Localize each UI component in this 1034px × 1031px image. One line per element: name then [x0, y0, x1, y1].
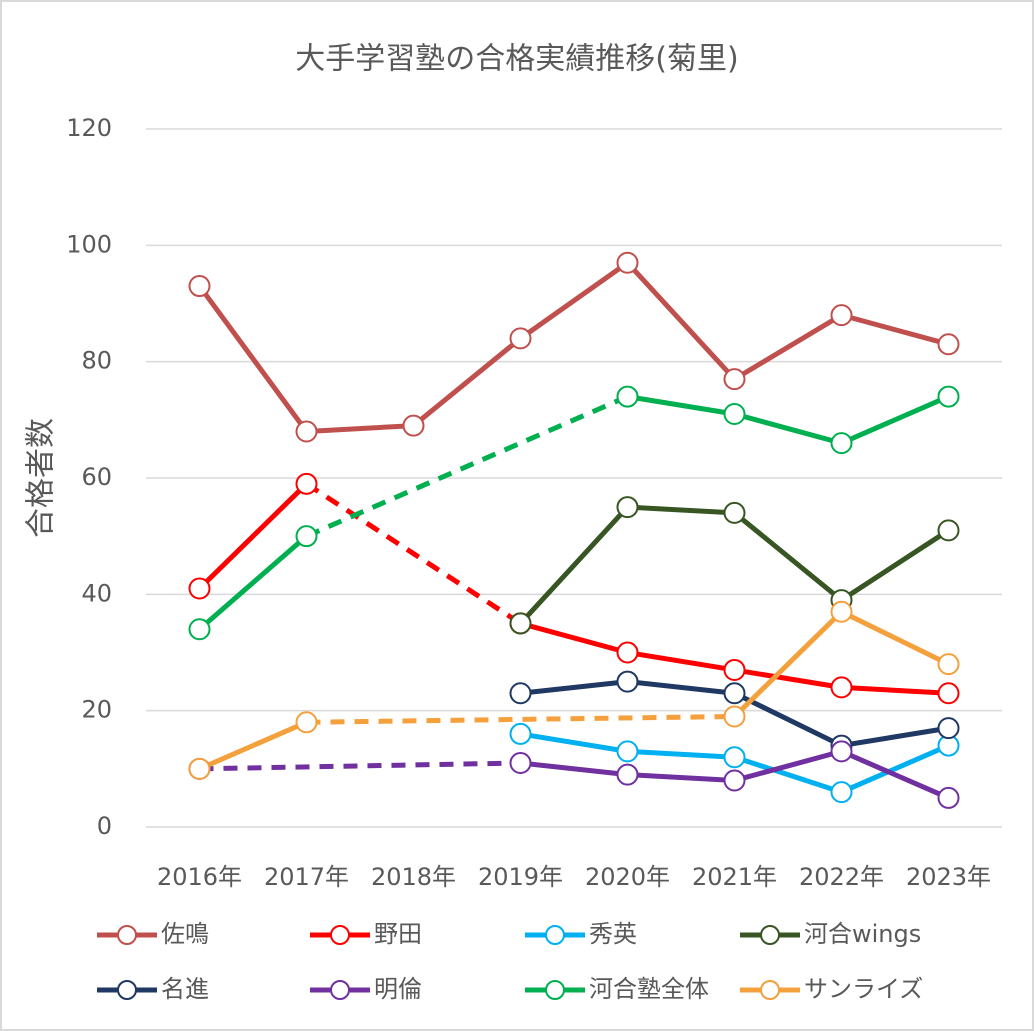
data-point: [616, 251, 639, 274]
series-line: [197, 394, 950, 632]
data-point: [402, 414, 425, 437]
data-point: [295, 711, 318, 734]
data-point: [616, 763, 639, 786]
data-point: [723, 705, 746, 728]
data-point: [723, 682, 746, 705]
x-tick-label: 2020年: [585, 863, 670, 891]
legend-label: 河合wings: [804, 920, 921, 948]
data-point: [830, 304, 853, 327]
data-point: [937, 333, 960, 356]
x-tick-label: 2019年: [478, 863, 563, 891]
y-tick-label: 60: [81, 463, 112, 491]
x-tick-label: 2022年: [799, 863, 884, 891]
legend-marker: [760, 925, 780, 945]
data-point: [723, 368, 746, 391]
data-point: [188, 275, 211, 298]
data-point: [937, 519, 960, 542]
x-tick-label: 2016年: [157, 863, 242, 891]
data-point: [616, 385, 639, 408]
data-point: [509, 327, 532, 350]
data-point: [616, 740, 639, 763]
data-point: [830, 781, 853, 804]
x-tick-label: 2023年: [906, 863, 991, 891]
legend-label: サンライズ: [804, 975, 923, 1003]
data-point: [723, 769, 746, 792]
gap-connector: [199, 760, 521, 772]
x-tick-label: 2018年: [371, 863, 456, 891]
data-point: [509, 722, 532, 745]
y-axis-label: 合格者数: [24, 418, 59, 538]
data-point: [509, 682, 532, 705]
legend-label: 明倫: [374, 975, 422, 1003]
data-point: [723, 658, 746, 681]
x-tick-label: 2017年: [264, 863, 349, 891]
data-point: [723, 746, 746, 769]
data-point: [509, 612, 532, 635]
data-point: [616, 496, 639, 519]
y-tick-label: 120: [66, 114, 112, 142]
data-point: [723, 501, 746, 524]
legend-label: 名進: [161, 975, 209, 1003]
legend-marker: [545, 925, 565, 945]
data-point: [188, 577, 211, 600]
data-point: [295, 472, 318, 495]
y-tick-label: 80: [81, 347, 112, 375]
legend-marker: [330, 980, 350, 1000]
data-point: [616, 670, 639, 693]
data-point: [937, 717, 960, 740]
data-point: [616, 641, 639, 664]
data-point: [937, 653, 960, 676]
data-point: [830, 600, 853, 623]
data-point: [830, 676, 853, 699]
legend-marker: [545, 980, 565, 1000]
legend-label: 秀英: [589, 920, 637, 948]
y-tick-label: 40: [81, 579, 112, 607]
data-point: [830, 740, 853, 763]
legend-marker: [117, 925, 137, 945]
y-tick-label: 100: [66, 230, 112, 258]
data-point: [295, 420, 318, 443]
y-tick-label: 0: [97, 812, 112, 840]
data-point: [937, 682, 960, 705]
data-point: [937, 385, 960, 408]
data-point: [509, 752, 532, 775]
gap-connector: [305, 394, 629, 539]
legend-marker: [117, 980, 137, 1000]
data-point: [937, 786, 960, 809]
legend-label: 野田: [374, 920, 422, 948]
data-point: [295, 525, 318, 548]
legend-marker: [760, 980, 780, 1000]
data-point: [830, 432, 853, 455]
gap-connector: [305, 481, 522, 626]
legend-label: 河合塾全体: [589, 975, 709, 1003]
y-tick-label: 20: [81, 696, 112, 724]
legend-label: 佐鳴: [161, 920, 209, 948]
x-tick-label: 2021年: [692, 863, 777, 891]
chart-title: 大手学習塾の合格実績推移(菊里): [295, 42, 738, 77]
data-point: [723, 403, 746, 426]
data-point: [188, 618, 211, 641]
series-line: [197, 260, 950, 434]
data-point: [188, 757, 211, 780]
legend-marker: [330, 925, 350, 945]
